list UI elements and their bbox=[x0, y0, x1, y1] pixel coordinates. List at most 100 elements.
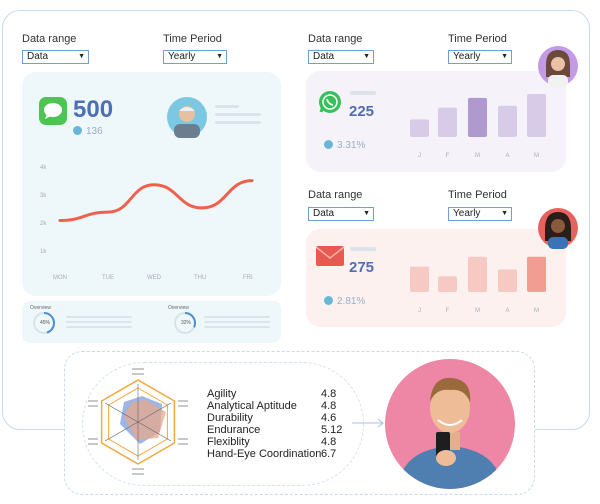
placeholder-bar bbox=[204, 326, 270, 328]
whatsapp-bar bbox=[498, 105, 517, 137]
whatsapp-x-tick-label: J bbox=[418, 153, 421, 159]
data-range-value: Data bbox=[27, 51, 49, 62]
attributes-capsule bbox=[82, 362, 364, 486]
x-tick-label: MON bbox=[53, 275, 67, 281]
placeholder-bar bbox=[204, 316, 270, 318]
data-range-value: Data bbox=[313, 51, 335, 62]
email-sub-stat: 2.81% bbox=[324, 296, 365, 307]
chevron-down-icon: ▼ bbox=[216, 53, 223, 60]
trend-up-icon bbox=[324, 140, 333, 149]
messages-count: 500 bbox=[73, 96, 114, 123]
data-range-label: Data range bbox=[308, 33, 363, 45]
email-count: 275 bbox=[349, 259, 375, 276]
placeholder-bar bbox=[204, 321, 270, 323]
data-range-value: Data bbox=[313, 208, 335, 219]
data-range-label: Data range bbox=[22, 33, 77, 45]
placeholder-bar bbox=[215, 121, 261, 124]
attribute-name: Hand-Eye Coordination bbox=[207, 448, 322, 460]
data-range-select[interactable]: Data ▼ bbox=[308, 207, 374, 221]
email-bar bbox=[527, 256, 546, 292]
line-series bbox=[58, 179, 254, 222]
overview-label: Overview bbox=[30, 305, 51, 311]
x-tick-label: TUE bbox=[102, 275, 114, 281]
envelope-icon bbox=[316, 246, 344, 266]
whatsapp-sub-value: 3.31% bbox=[337, 140, 366, 151]
data-range-select[interactable]: Data ▼ bbox=[308, 50, 374, 64]
chevron-down-icon: ▼ bbox=[501, 53, 508, 60]
attribute-value: 4.8 bbox=[321, 388, 337, 400]
chevron-down-icon: ▼ bbox=[363, 210, 370, 217]
overview-gauge bbox=[33, 312, 55, 334]
attribute-value: 4.8 bbox=[321, 400, 337, 412]
email-bar bbox=[498, 269, 517, 292]
attribute-name: Endurance bbox=[207, 424, 261, 436]
whatsapp-count: 225 bbox=[349, 103, 375, 120]
placeholder-bar bbox=[66, 326, 132, 328]
data-range-label: Data range bbox=[308, 189, 363, 201]
avatar-woman-purple bbox=[538, 46, 578, 87]
placeholder-bar bbox=[350, 91, 376, 95]
placeholder-bar bbox=[215, 113, 261, 116]
overview-percent: 45% bbox=[40, 320, 51, 326]
time-period-label: Time Period bbox=[448, 33, 507, 45]
radar-chart bbox=[88, 368, 188, 475]
data-range-select[interactable]: Data ▼ bbox=[22, 50, 89, 64]
attribute-value: 5.12 bbox=[321, 424, 343, 436]
placeholder-bar bbox=[215, 105, 239, 108]
email-x-tick-label: M bbox=[534, 308, 539, 314]
email-x-tick-label: J bbox=[418, 308, 421, 314]
message-bubble-icon bbox=[39, 97, 67, 125]
radar-hexagon bbox=[100, 379, 176, 465]
whatsapp-x-tick-label: M bbox=[475, 153, 480, 159]
whatsapp-bar bbox=[438, 107, 457, 137]
y-tick-label: 3k bbox=[40, 193, 47, 199]
avatar-older-man bbox=[167, 97, 207, 138]
email-card bbox=[306, 229, 566, 327]
email-bar bbox=[438, 276, 457, 292]
overview-gauge bbox=[174, 312, 196, 334]
whatsapp-sub-stat: 3.31% bbox=[324, 140, 365, 151]
whatsapp-x-tick-label: A bbox=[505, 153, 509, 159]
overview-label: Overview bbox=[168, 305, 189, 311]
whatsapp-card bbox=[306, 71, 566, 172]
whatsapp-icon bbox=[319, 91, 341, 113]
time-period-select[interactable]: Yearly ▼ bbox=[448, 207, 512, 221]
line-chart bbox=[58, 179, 254, 222]
whatsapp-bar bbox=[527, 93, 546, 137]
radar-series-orange bbox=[124, 400, 166, 440]
chevron-down-icon: ▼ bbox=[501, 210, 508, 217]
trend-up-icon bbox=[73, 126, 82, 135]
arrow-right-icon bbox=[352, 418, 384, 428]
time-period-value: Yearly bbox=[453, 51, 481, 62]
x-tick-label: WED bbox=[147, 275, 161, 281]
email-sub-value: 2.81% bbox=[337, 296, 366, 307]
email-x-tick-label: F bbox=[446, 308, 450, 314]
email-x-tick-label: M bbox=[475, 308, 480, 314]
messages-sub-stat: 136 bbox=[73, 126, 103, 137]
placeholder-bar bbox=[66, 321, 132, 323]
avatar-woman-red bbox=[538, 208, 578, 249]
x-tick-label: FRI bbox=[243, 275, 253, 281]
x-tick-label: THU bbox=[194, 275, 207, 281]
placeholder-bar bbox=[66, 316, 132, 318]
time-period-value: Yearly bbox=[453, 208, 481, 219]
messages-sub-value: 136 bbox=[86, 126, 103, 137]
time-period-select[interactable]: Yearly ▼ bbox=[448, 50, 512, 64]
y-tick-label: 4k bbox=[40, 165, 47, 171]
chevron-down-icon: ▼ bbox=[363, 53, 370, 60]
attribute-value: 6.7 bbox=[321, 448, 337, 460]
email-x-tick-label: A bbox=[505, 308, 509, 314]
whatsapp-x-tick-label: F bbox=[446, 153, 450, 159]
placeholder-bar bbox=[350, 247, 376, 251]
time-period-label: Time Period bbox=[163, 33, 222, 45]
attribute-value: 4.8 bbox=[321, 436, 337, 448]
attribute-name: Durability bbox=[207, 412, 253, 424]
avatar-young-man bbox=[385, 359, 515, 489]
y-tick-label: 2k bbox=[40, 221, 47, 227]
chevron-down-icon: ▼ bbox=[78, 53, 85, 60]
time-period-select[interactable]: Yearly ▼ bbox=[163, 50, 227, 64]
time-period-label: Time Period bbox=[448, 189, 507, 201]
attribute-value: 4.6 bbox=[321, 412, 337, 424]
